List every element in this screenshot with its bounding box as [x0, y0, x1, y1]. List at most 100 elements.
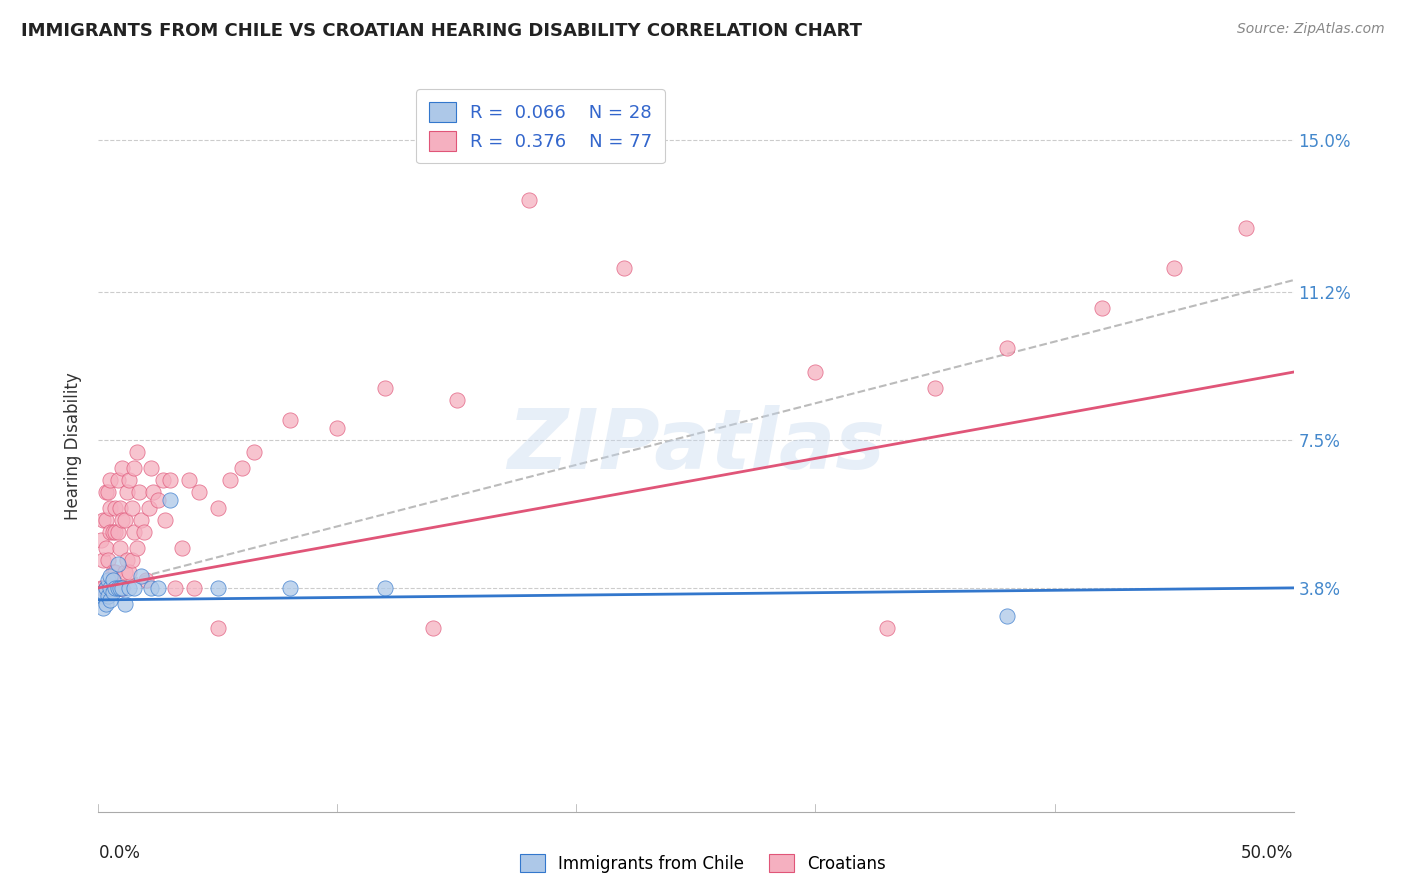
Point	[131, 569, 153, 583]
Point	[124, 524, 146, 539]
Point	[152, 473, 174, 487]
Point	[159, 492, 181, 507]
Point	[107, 557, 129, 571]
Point	[94, 541, 117, 555]
Point	[139, 581, 162, 595]
Point	[446, 392, 468, 407]
Point	[179, 473, 201, 487]
Point	[97, 573, 120, 587]
Point	[118, 565, 141, 579]
Point	[98, 524, 122, 539]
Point	[94, 597, 117, 611]
Point	[111, 581, 134, 595]
Point	[139, 461, 162, 475]
Point	[121, 500, 143, 515]
Point	[111, 461, 134, 475]
Point	[995, 608, 1018, 623]
Point	[108, 541, 131, 555]
Point	[121, 553, 143, 567]
Point	[91, 600, 114, 615]
Point	[804, 365, 827, 379]
Point	[207, 500, 229, 515]
Point	[97, 553, 120, 567]
Point	[101, 585, 124, 599]
Point	[90, 533, 112, 547]
Point	[183, 581, 205, 595]
Point	[613, 261, 636, 276]
Point	[172, 541, 194, 555]
Point	[517, 193, 540, 207]
Point	[97, 581, 120, 595]
Point	[124, 581, 146, 595]
Point	[231, 461, 253, 475]
Point	[924, 381, 946, 395]
Legend: R =  0.066    N = 28, R =  0.376    N = 77: R = 0.066 N = 28, R = 0.376 N = 77	[416, 89, 665, 163]
Point	[101, 573, 124, 587]
Point	[108, 581, 131, 595]
Point	[155, 513, 177, 527]
Point	[115, 485, 138, 500]
Point	[142, 485, 165, 500]
Point	[115, 553, 138, 567]
Point	[101, 524, 124, 539]
Point	[107, 581, 129, 595]
Point	[374, 581, 396, 595]
Text: ZIPatlas: ZIPatlas	[508, 406, 884, 486]
Point	[98, 569, 122, 583]
Point	[135, 573, 157, 587]
Text: 0.0%: 0.0%	[98, 844, 141, 862]
Point	[107, 473, 129, 487]
Point	[128, 485, 150, 500]
Point	[148, 492, 170, 507]
Point	[104, 581, 127, 595]
Point	[118, 473, 141, 487]
Point	[98, 593, 122, 607]
Text: IMMIGRANTS FROM CHILE VS CROATIAN HEARING DISABILITY CORRELATION CHART: IMMIGRANTS FROM CHILE VS CROATIAN HEARIN…	[21, 22, 862, 40]
Point	[114, 597, 136, 611]
Y-axis label: Hearing Disability: Hearing Disability	[65, 372, 83, 520]
Point	[94, 485, 117, 500]
Point	[159, 473, 181, 487]
Point	[132, 524, 155, 539]
Point	[131, 513, 153, 527]
Point	[108, 500, 131, 515]
Point	[278, 413, 301, 427]
Point	[101, 565, 124, 579]
Point	[125, 541, 148, 555]
Text: Source: ZipAtlas.com: Source: ZipAtlas.com	[1237, 22, 1385, 37]
Point	[124, 461, 146, 475]
Point	[243, 445, 266, 459]
Point	[107, 524, 129, 539]
Point	[98, 500, 122, 515]
Point	[94, 513, 117, 527]
Point	[1091, 301, 1114, 315]
Point	[108, 581, 131, 595]
Point	[1163, 261, 1185, 276]
Point	[422, 621, 444, 635]
Point	[125, 445, 148, 459]
Point	[1234, 221, 1257, 235]
Point	[91, 581, 114, 595]
Point	[104, 565, 127, 579]
Point	[91, 553, 114, 567]
Point	[207, 621, 229, 635]
Point	[97, 485, 120, 500]
Point	[98, 581, 122, 595]
Point	[111, 581, 134, 595]
Point	[111, 513, 134, 527]
Point	[94, 581, 117, 595]
Point	[207, 581, 229, 595]
Point	[107, 581, 129, 595]
Point	[114, 513, 136, 527]
Point	[114, 565, 136, 579]
Point	[90, 581, 112, 595]
Point	[148, 581, 170, 595]
Point	[219, 473, 242, 487]
Point	[163, 581, 186, 595]
Point	[91, 513, 114, 527]
Point	[97, 589, 120, 603]
Point	[374, 381, 396, 395]
Point	[94, 581, 117, 595]
Point	[118, 581, 141, 595]
Point	[326, 421, 349, 435]
